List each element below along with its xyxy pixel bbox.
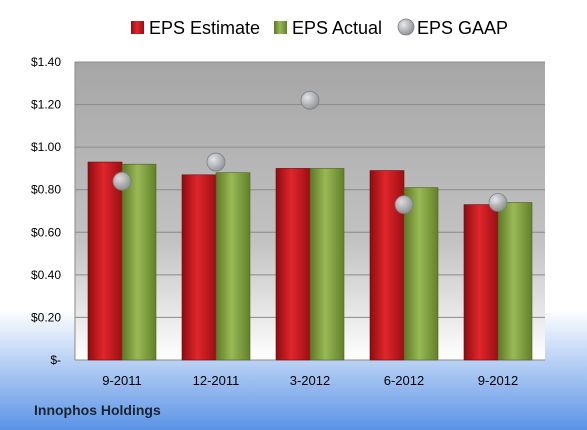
legend-gaap-label: EPS GAAP xyxy=(417,18,508,38)
bar-eps-actual xyxy=(309,168,345,361)
point-eps-gaap xyxy=(394,195,414,215)
bar-eps-actual xyxy=(121,163,157,361)
bar-eps-estimate xyxy=(87,161,123,361)
point-eps-gaap xyxy=(112,171,132,191)
y-tick-label: $1.40 xyxy=(31,55,61,69)
point-eps-gaap xyxy=(488,193,508,212)
bar-eps-actual xyxy=(215,172,251,361)
y-tick-label: $0.20 xyxy=(31,310,61,324)
bar-eps-estimate xyxy=(463,204,499,361)
gaap-points xyxy=(112,90,508,215)
legend-estimate-label: EPS Estimate xyxy=(149,18,260,38)
x-tick-label: 3-2012 xyxy=(290,373,330,388)
x-tick-label: 12-2011 xyxy=(193,373,240,388)
bar-eps-actual xyxy=(403,187,439,361)
y-tick-label: $0.60 xyxy=(31,225,61,239)
bars xyxy=(87,161,533,361)
legend-actual-swatch xyxy=(274,21,287,34)
legend-actual-label: EPS Actual xyxy=(292,18,382,38)
point-eps-gaap xyxy=(206,152,226,172)
bar-eps-estimate xyxy=(369,170,405,361)
y-tick-label: $1.00 xyxy=(31,140,61,154)
y-tick-label: $1.20 xyxy=(31,98,61,112)
bar-eps-estimate xyxy=(181,174,217,361)
company-name: Innophos Holdings xyxy=(34,402,161,418)
y-tick-label: $0.80 xyxy=(31,183,61,197)
point-eps-gaap xyxy=(300,90,320,110)
legend-estimate-swatch xyxy=(131,21,144,34)
x-tick-label: 9-2011 xyxy=(102,373,142,388)
x-tick-label: 6-2012 xyxy=(384,373,424,388)
y-tick-label: $0.40 xyxy=(31,268,61,282)
y-tick-label: $- xyxy=(50,353,61,367)
x-axis: 9-2011 12-2011 3-2012 6-2012 9-2012 xyxy=(102,373,518,388)
legend: EPS Estimate EPS Actual EPS GAAP xyxy=(131,18,508,38)
bar-eps-estimate xyxy=(275,168,311,361)
bar-eps-actual xyxy=(497,202,533,361)
legend-gaap-swatch xyxy=(397,18,415,36)
x-tick-label: 9-2012 xyxy=(478,373,518,388)
y-axis: $- $0.20 $0.40 $0.60 $0.80 $1.00 $1.20 $1.40 xyxy=(31,55,76,367)
